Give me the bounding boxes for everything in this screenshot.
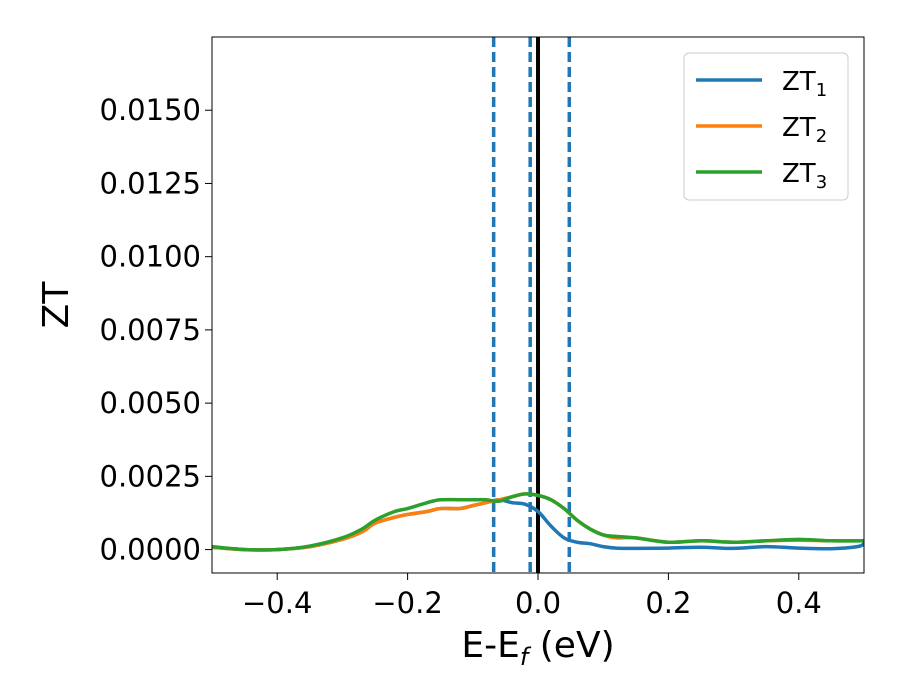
legend-label-zt1: ZT1 xyxy=(782,67,827,101)
x-tick-label: 0.4 xyxy=(776,586,822,620)
series-lines xyxy=(212,492,864,552)
y-tick-label: 0.0125 xyxy=(100,166,201,200)
y-tick-label: 0.0000 xyxy=(100,533,201,567)
plot-frame xyxy=(211,36,865,574)
series-line-zt3 xyxy=(212,492,864,552)
legend-label-zt2: ZT2 xyxy=(782,113,827,147)
x-tick-label: 0.0 xyxy=(515,586,561,620)
legend-box xyxy=(683,52,849,201)
x-axis-label-unit: (eV) xyxy=(528,625,614,666)
y-axis-label: ZT xyxy=(36,281,77,329)
y-tick-label: 0.0025 xyxy=(100,459,201,493)
x-axis-label-main: E-E xyxy=(461,625,519,666)
y-tick-label: 0.0150 xyxy=(100,93,201,127)
x-axis-label: E-Ef (eV) xyxy=(461,625,614,671)
y-tick-label: 0.0100 xyxy=(100,240,201,274)
y-axis-ticks: 0.0000 0.0025 0.0050 0.0075 0.0100 0.0125 0.01… xyxy=(100,93,212,567)
legend-label-zt3: ZT3 xyxy=(782,159,827,193)
x-tick-label: −0.2 xyxy=(372,586,442,620)
x-tick-label: 0.2 xyxy=(645,586,691,620)
reference-lines xyxy=(491,37,572,573)
x-tick-label: −0.4 xyxy=(242,586,312,620)
y-tick-label: 0.0075 xyxy=(100,313,201,347)
legend: ZT1 ZT2 ZT3 xyxy=(683,52,849,201)
y-tick-label: 0.0050 xyxy=(100,386,201,420)
x-axis-ticks: −0.4 −0.2 0.0 0.2 0.4 xyxy=(242,573,822,620)
